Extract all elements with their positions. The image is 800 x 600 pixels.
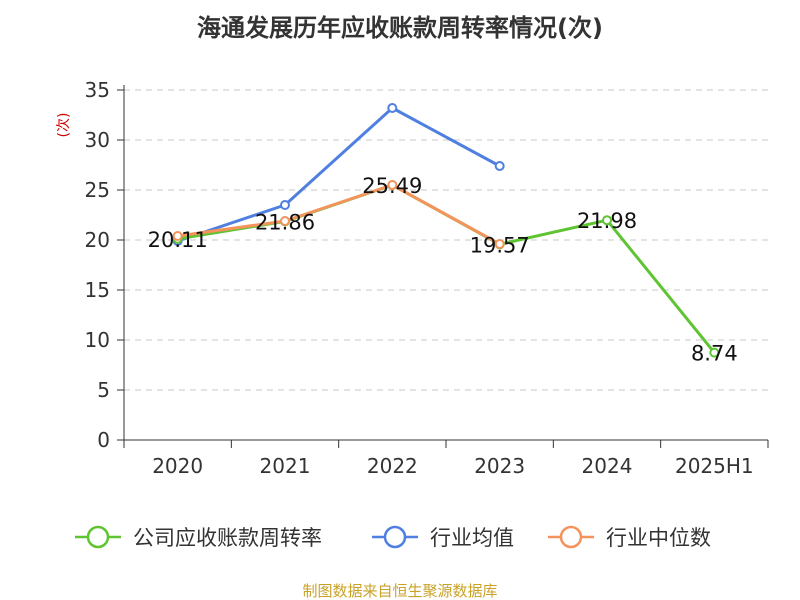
data-label: 19.57 (470, 233, 530, 257)
data-point (387, 180, 398, 190)
y-axis-unit: (次) (56, 113, 72, 138)
data-point (172, 231, 183, 241)
series-line-1 (177, 106, 501, 243)
legend-item[interactable]: 公司应收账款周转率 (75, 525, 322, 550)
x-tick-label: 2021 (260, 454, 311, 478)
legend-item[interactable]: 行业中位数 (548, 525, 711, 550)
chart-title: 海通发展历年应收账款周转率情况(次) (197, 14, 603, 42)
x-tick-label: 2023 (474, 454, 525, 478)
legend-marker (559, 525, 583, 549)
legend-label: 公司应收账款周转率 (133, 526, 322, 550)
data-point (494, 239, 505, 249)
y-tick-label: 30 (85, 128, 110, 152)
x-tick-label: 2020 (152, 454, 203, 478)
data-point (280, 216, 290, 226)
series-points (172, 103, 720, 358)
legend-label: 行业均值 (430, 526, 514, 550)
x-axis: 2020 2021 2022 2023 2024 2025H1 (123, 440, 769, 478)
y-tick-label: 20 (85, 228, 110, 252)
y-tick-label: 15 (85, 278, 110, 302)
y-tick-label: 0 (97, 428, 110, 452)
y-tick-label: 10 (85, 328, 110, 352)
data-label: 21.86 (255, 210, 315, 234)
data-point (602, 215, 612, 226)
x-tick-label: 2025H1 (675, 454, 754, 478)
data-label: 21.98 (577, 209, 637, 233)
legend-item[interactable]: 行业均值 (372, 525, 514, 550)
series-lines (177, 106, 716, 354)
legend-label: 行业中位数 (606, 526, 711, 550)
grid-lines (124, 89, 768, 391)
legend-marker (383, 525, 407, 549)
x-tick-label: 2024 (582, 454, 633, 478)
x-tick-label: 2022 (367, 454, 418, 478)
legend[interactable]: 公司应收账款周转率 行业均值 行业中位数 (75, 525, 711, 550)
y-tick-label: 5 (97, 378, 110, 402)
data-labels: 20.11 21.86 25.49 19.57 21.98 8.74 (148, 174, 738, 366)
legend-marker (86, 525, 110, 549)
data-label: 20.11 (148, 228, 208, 252)
y-tick-label: 25 (85, 178, 110, 202)
data-point (494, 161, 505, 171)
data-label: 8.74 (691, 342, 738, 366)
y-tick-label: 35 (85, 78, 110, 102)
data-point (280, 200, 290, 210)
source-note: 制图数据来自恒生聚源数据库 (302, 582, 497, 600)
data-point (709, 347, 720, 358)
data-label: 25.49 (362, 174, 422, 198)
series-line-2 (177, 183, 501, 246)
data-point (387, 103, 398, 113)
y-axis: 0 5 10 15 20 25 30 35 (85, 78, 124, 452)
